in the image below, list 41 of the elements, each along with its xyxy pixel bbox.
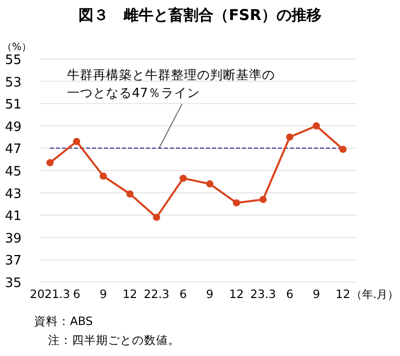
point <box>232 199 240 206</box>
y-tick-label: 53 <box>5 75 22 90</box>
y-tick-label: 51 <box>5 98 22 113</box>
x-tick-label: 12 <box>229 287 244 301</box>
point <box>180 174 187 182</box>
x-tick-label: 9 <box>100 287 107 301</box>
ref-line-label: 牛群再構築と牛群整理の判断基準の一つとなる47％ライン <box>67 67 275 100</box>
point <box>339 146 347 153</box>
x-tick-label: 6 <box>72 287 80 301</box>
chart-title: 図３ 雌牛と畜割合（FSR）の推移 <box>78 6 322 24</box>
point <box>286 133 294 141</box>
point <box>73 138 80 146</box>
y-tick-label: 39 <box>5 231 22 246</box>
x-tick-label: 2021.3 <box>30 287 70 301</box>
text: 注：四半期ごとの数値。 <box>48 333 180 347</box>
y-tick-label: 41 <box>5 209 22 224</box>
point <box>126 190 134 198</box>
y-tick-label: 43 <box>5 186 22 202</box>
x-tick-label: 6 <box>180 287 187 301</box>
x-axis-title: （年.月） <box>351 288 398 301</box>
y-tick-label: 47 <box>5 142 22 158</box>
point <box>46 159 54 166</box>
x-tick-label: 22.3 <box>144 287 170 301</box>
text: 資料：ABS <box>34 314 93 328</box>
y-tick-label: 35 <box>5 276 22 291</box>
y-tick-label: 45 <box>5 164 22 180</box>
x-tick-label: 6 <box>286 287 294 301</box>
point <box>100 172 107 180</box>
x-tick-label: 12 <box>336 287 350 301</box>
x-tick-label: 12 <box>122 287 138 301</box>
y-tick-label: 37 <box>5 254 22 269</box>
point <box>259 196 267 204</box>
y-axis-title: （%） <box>2 42 32 53</box>
x-tick-label: 23.3 <box>250 287 276 301</box>
y-tick-label: 49 <box>5 120 22 135</box>
x-tick-label: 9 <box>206 287 214 301</box>
point <box>152 214 160 221</box>
point <box>206 180 214 188</box>
x-tick-label: 9 <box>312 287 320 301</box>
point <box>312 122 320 130</box>
y-tick-label: 55 <box>5 53 22 68</box>
